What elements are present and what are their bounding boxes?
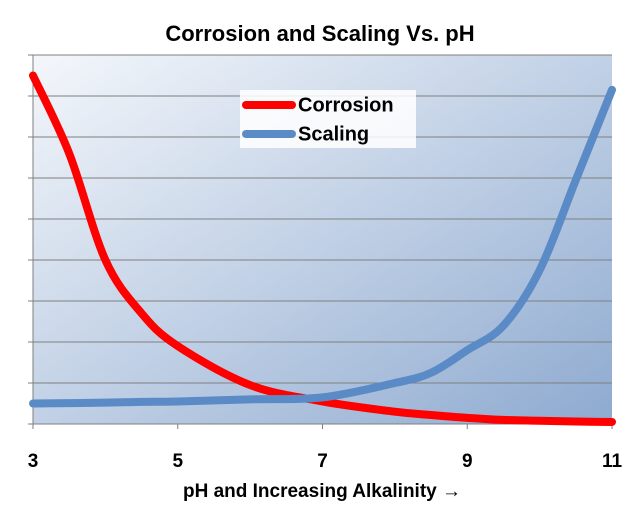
x-tick-label: 7: [317, 451, 328, 472]
x-tick-label: 9: [462, 451, 473, 472]
x-axis-label: pH and Increasing Alkalinity →: [183, 481, 461, 502]
legend: Corrosion Scaling: [242, 94, 394, 145]
legend-label: Scaling: [298, 123, 369, 145]
series-line: [29, 71, 616, 426]
chart-title: Corrosion and Scaling Vs. pH: [165, 21, 474, 46]
x-tick-label: 11: [602, 451, 623, 472]
legend-box: [240, 90, 416, 148]
lines: [29, 71, 616, 426]
series-line: [29, 85, 616, 408]
x-tick-label: 3: [28, 451, 39, 472]
legend-label: Corrosion: [298, 94, 394, 116]
x-tick-label: 5: [172, 451, 183, 472]
